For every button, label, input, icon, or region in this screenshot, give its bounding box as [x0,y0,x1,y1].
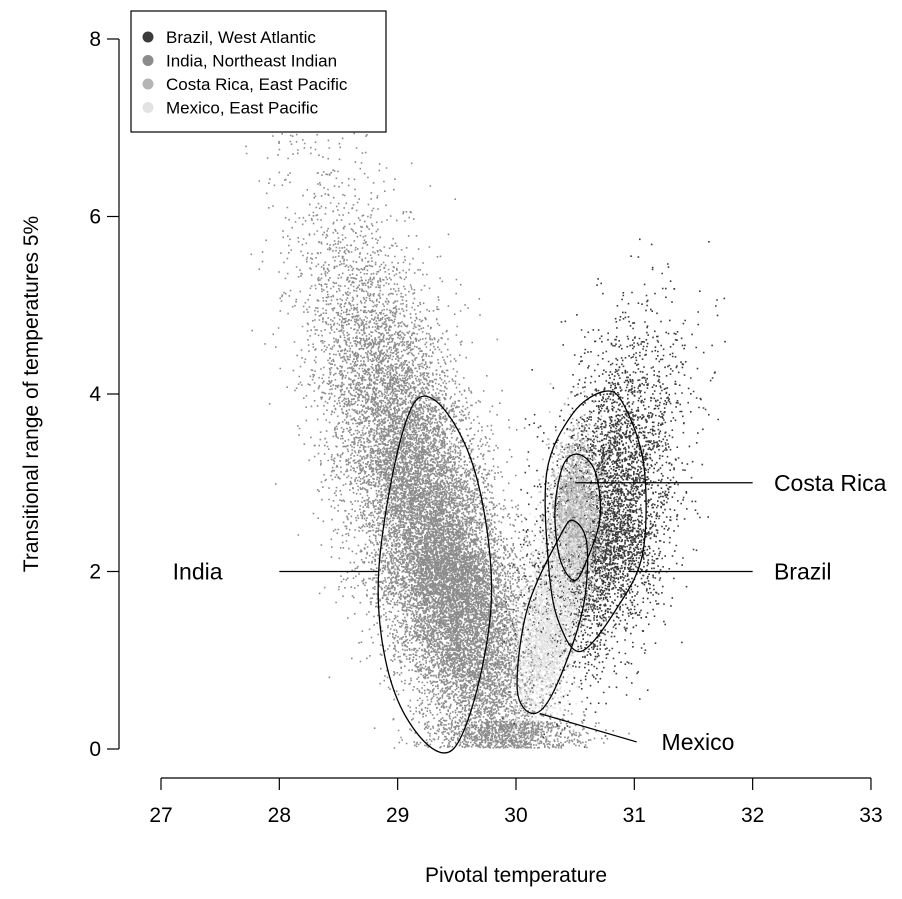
x-tick-label: 27 [149,804,172,827]
legend-marker [142,31,154,43]
legend-label: Mexico, East Pacific [166,99,319,118]
x-tick-label: 29 [386,804,409,827]
legend-marker [142,55,154,66]
annotation-pointer [539,712,637,743]
y-ticks: 0 2 4 6 8 [89,28,119,761]
legend-items: Brazil, West Atlantic India, Northeast In… [142,28,348,118]
y-tick-label: 6 [89,206,101,229]
x-tick-label: 28 [268,804,291,827]
series-3-marks [486,431,643,749]
legend-box [130,10,387,133]
x-ticks: 27 28 29 30 31 32 33 [149,778,883,827]
y-tick-label: 8 [89,28,101,51]
legend-marker [142,78,154,90]
annotation-label: Mexico [662,729,735,755]
scatter-points [236,20,726,749]
x-axis-title: Pivotal temperature [425,864,607,887]
legend: Brazil, West Atlantic India, Northeast In… [130,10,387,133]
annotation-label: Brazil [774,559,832,585]
ellipse-3 [516,519,589,715]
series-3-points [486,431,643,749]
annotation-label: Costa Rica [774,470,887,496]
x-axis: 27 28 29 30 31 32 33 [149,777,883,827]
y-tick-label: 0 [89,738,101,761]
x-tick-label: 30 [504,804,527,827]
legend-label: Costa Rica, East Pacific [166,75,348,94]
ellipse-0 [377,395,493,754]
series-2-marks [537,383,621,632]
y-tick-label: 4 [89,383,101,406]
annotation-label: India [173,559,223,585]
confidence-ellipses [377,390,647,754]
legend-label: Brazil, West Atlantic [166,28,316,47]
series-2-points [537,383,621,632]
legend-marker [142,102,154,113]
ellipse-1 [544,390,647,653]
x-tick-label: 33 [859,804,882,827]
x-tick-label: 32 [741,804,764,827]
legend-label: India, Northeast Indian [166,52,337,71]
x-tick-label: 31 [623,804,646,827]
region-annotations: India Costa Rica Brazil Mexico [173,470,887,755]
ellipse-2 [554,453,602,582]
y-axis: 0 2 4 6 8 [89,28,120,761]
y-tick-label: 2 [89,561,101,584]
y-axis-title: Transitional range of temperatures 5% [20,216,43,572]
